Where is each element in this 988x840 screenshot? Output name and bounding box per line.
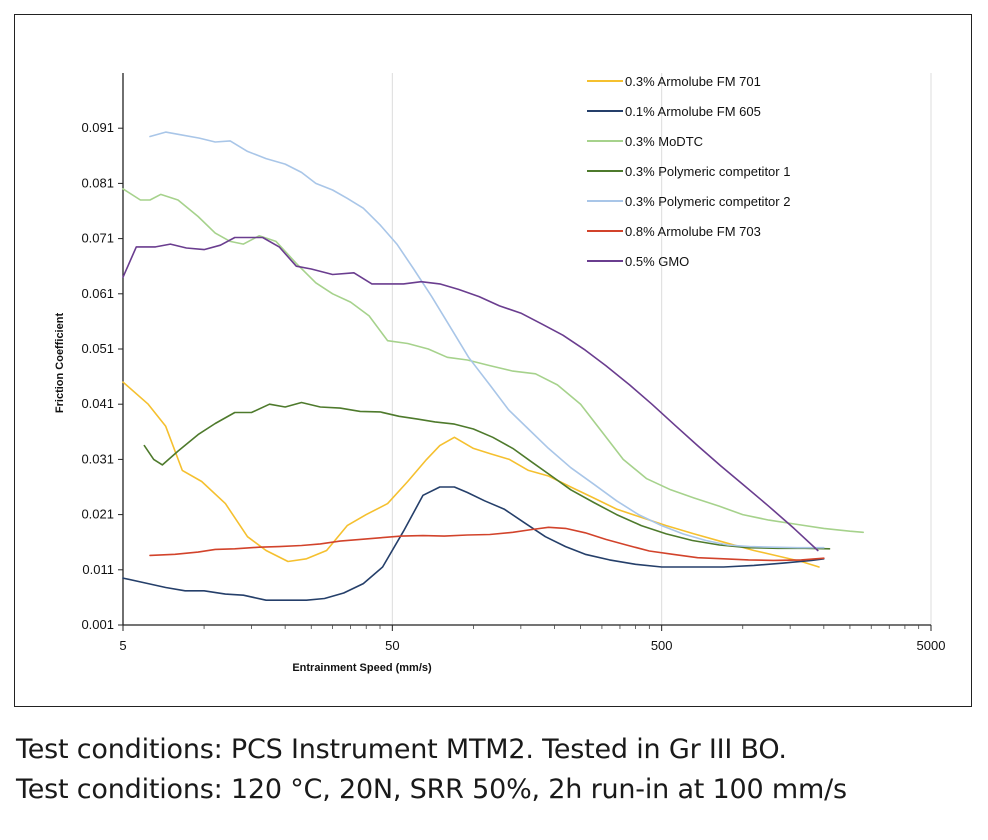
y-tick-label: 0.081: [81, 175, 114, 190]
legend: 0.3% Armolube FM 701 0.1% Armolube FM 605…: [587, 74, 790, 269]
series-line-2: [122, 486, 825, 602]
series-line-1: [122, 381, 820, 568]
legend-label-6: 0.8% Armolube FM 703: [625, 224, 761, 239]
x-tick-label: 5: [119, 638, 126, 653]
y-tick-label: 0.021: [81, 507, 114, 522]
friction-chart: 0.001 0.011 0.021 0.031 0.041 0.051 0.061 0.071…: [54, 73, 945, 674]
x-tick-label: 500: [651, 638, 673, 653]
legend-label-2: 0.1% Armolube FM 605: [625, 104, 761, 119]
x-tick-label: 50: [385, 638, 399, 653]
series-line-7: [122, 236, 819, 552]
legend-label-7: 0.5% GMO: [625, 254, 689, 269]
y-tick-label: 0.001: [81, 617, 114, 632]
series-line-5: [149, 131, 825, 549]
legend-label-4: 0.3% Polymeric competitor 1: [625, 164, 790, 179]
legend-label-3: 0.3% MoDTC: [625, 134, 703, 149]
y-tick-label: 0.071: [81, 231, 114, 246]
caption-test-conditions-instrument: Test conditions: PCS Instrument MTM2. Te…: [16, 734, 787, 765]
series-line-4: [143, 401, 831, 550]
y-axis-title: Friction Coefficient: [54, 313, 66, 414]
legend-label-1: 0.3% Armolube FM 701: [625, 74, 761, 89]
x-axis-title: Entrainment Speed (mm/s): [292, 662, 432, 674]
series-line-3: [122, 188, 865, 534]
y-tick-label: 0.041: [81, 396, 114, 411]
y-tick-label: 0.091: [81, 120, 114, 135]
series-line-6: [149, 526, 825, 562]
grid-layer: [391, 73, 932, 625]
y-tick-label: 0.061: [81, 286, 114, 301]
y-tick-label: 0.031: [81, 451, 114, 466]
series-layer: [122, 131, 865, 602]
y-tick-label: 0.051: [81, 341, 114, 356]
chart-frame: 0.001 0.011 0.021 0.031 0.041 0.051 0.061 0.071…: [14, 14, 972, 707]
x-tick-label: 5000: [917, 638, 946, 653]
legend-label-5: 0.3% Polymeric competitor 2: [625, 194, 790, 209]
y-tick-label: 0.011: [82, 562, 114, 577]
axis-layer: 0.001 0.011 0.021 0.031 0.041 0.051 0.061 0.071…: [81, 73, 945, 653]
caption-test-conditions-parameters: Test conditions: 120 °C, 20N, SRR 50%, 2…: [16, 774, 847, 805]
